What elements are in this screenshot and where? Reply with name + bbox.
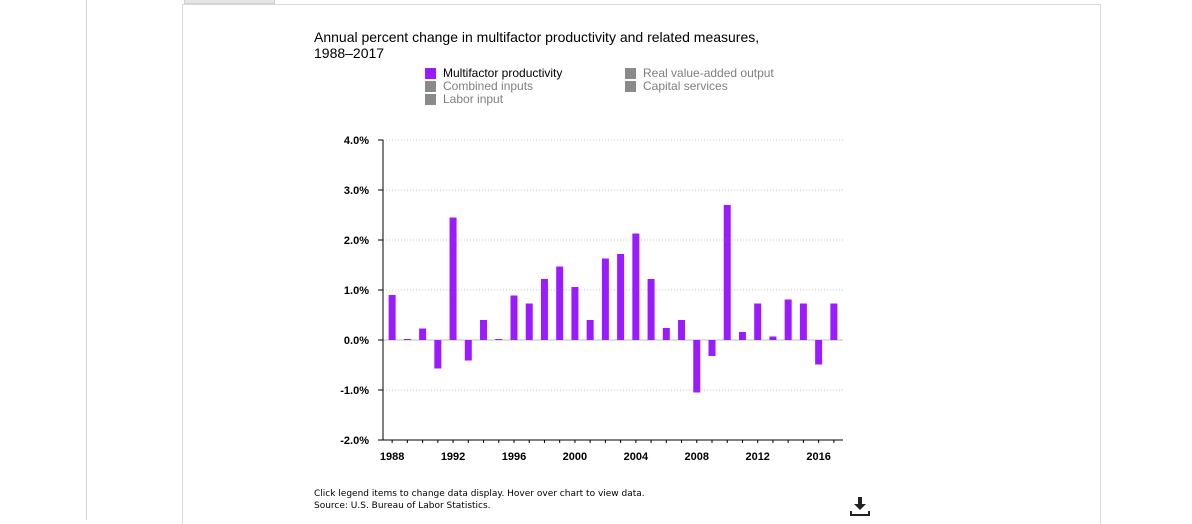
legend-swatch: [625, 81, 636, 92]
bar[interactable]: [754, 303, 762, 341]
footnote-source: Source: U.S. Bureau of Labor Statistics.: [314, 501, 491, 511]
bar[interactable]: [815, 340, 823, 365]
y-tick-label: -1.0%: [340, 385, 369, 397]
bar[interactable]: [738, 332, 746, 340]
y-tick-label: 1.0%: [344, 285, 369, 297]
legend-label: Capital services: [643, 79, 728, 93]
legend-swatch: [425, 68, 436, 79]
y-tick-label: 4.0%: [344, 135, 369, 147]
bar[interactable]: [571, 287, 579, 340]
bar[interactable]: [419, 328, 427, 341]
bar[interactable]: [434, 340, 442, 369]
bar[interactable]: [480, 320, 488, 340]
x-tick-label: 2016: [806, 451, 830, 463]
bar[interactable]: [556, 266, 564, 341]
bar[interactable]: [647, 279, 655, 340]
y-tick-label: -2.0%: [340, 435, 369, 447]
tab-stub[interactable]: [184, 0, 275, 4]
bar[interactable]: [769, 336, 777, 341]
legend-label: Real value-added output: [643, 66, 774, 80]
bar[interactable]: [799, 303, 807, 341]
bar[interactable]: [784, 299, 792, 341]
legend-swatch: [425, 94, 436, 105]
x-tick-label: 1988: [380, 451, 404, 463]
x-tick-label: 1992: [441, 451, 465, 463]
legend-item-combined-inputs[interactable]: Combined inputs: [425, 80, 533, 93]
legend-label: Multifactor productivity: [443, 66, 563, 80]
bar[interactable]: [403, 339, 411, 340]
bar[interactable]: [693, 340, 701, 393]
bar[interactable]: [601, 258, 609, 341]
x-tick-label: 2012: [745, 451, 769, 463]
bar[interactable]: [830, 303, 838, 341]
legend-swatch: [625, 68, 636, 79]
legend-item-real-value-added-output[interactable]: Real value-added output: [625, 67, 774, 80]
legend-item-capital-services[interactable]: Capital services: [625, 80, 728, 93]
page-border-left: [86, 0, 87, 520]
x-tick-label: 1996: [502, 451, 526, 463]
bar[interactable]: [662, 328, 670, 340]
bar[interactable]: [449, 217, 457, 341]
legend-item-labor-input[interactable]: Labor input: [425, 93, 503, 106]
x-tick-label: 2004: [624, 451, 649, 463]
legend-label: Combined inputs: [443, 79, 534, 93]
bar[interactable]: [388, 295, 396, 340]
bar[interactable]: [540, 279, 548, 340]
bar[interactable]: [495, 339, 503, 340]
footnote-instructions: Click legend items to change data displa…: [314, 489, 645, 499]
bar[interactable]: [632, 233, 640, 341]
bar[interactable]: [510, 295, 518, 341]
bar[interactable]: [525, 303, 533, 341]
y-tick-label: 0.0%: [344, 335, 369, 347]
download-button[interactable]: [849, 495, 871, 517]
y-tick-label: 2.0%: [344, 235, 369, 247]
legend-label: Labor input: [443, 92, 504, 106]
chart-title: Annual percent change in multifactor pro…: [314, 29, 760, 61]
chart-panel: [182, 4, 1101, 524]
bar[interactable]: [617, 254, 625, 340]
bar[interactable]: [678, 320, 686, 340]
x-tick-label: 2000: [563, 451, 587, 463]
download-icon: [850, 497, 870, 516]
bar[interactable]: [464, 340, 472, 361]
x-tick-label: 2008: [685, 451, 709, 463]
legend-swatch: [425, 81, 436, 92]
bar[interactable]: [586, 320, 594, 340]
bar[interactable]: [708, 340, 716, 356]
y-tick-label: 3.0%: [344, 185, 369, 197]
bar[interactable]: [723, 205, 731, 340]
legend-item-multifactor-productivity[interactable]: Multifactor productivity: [425, 67, 562, 80]
